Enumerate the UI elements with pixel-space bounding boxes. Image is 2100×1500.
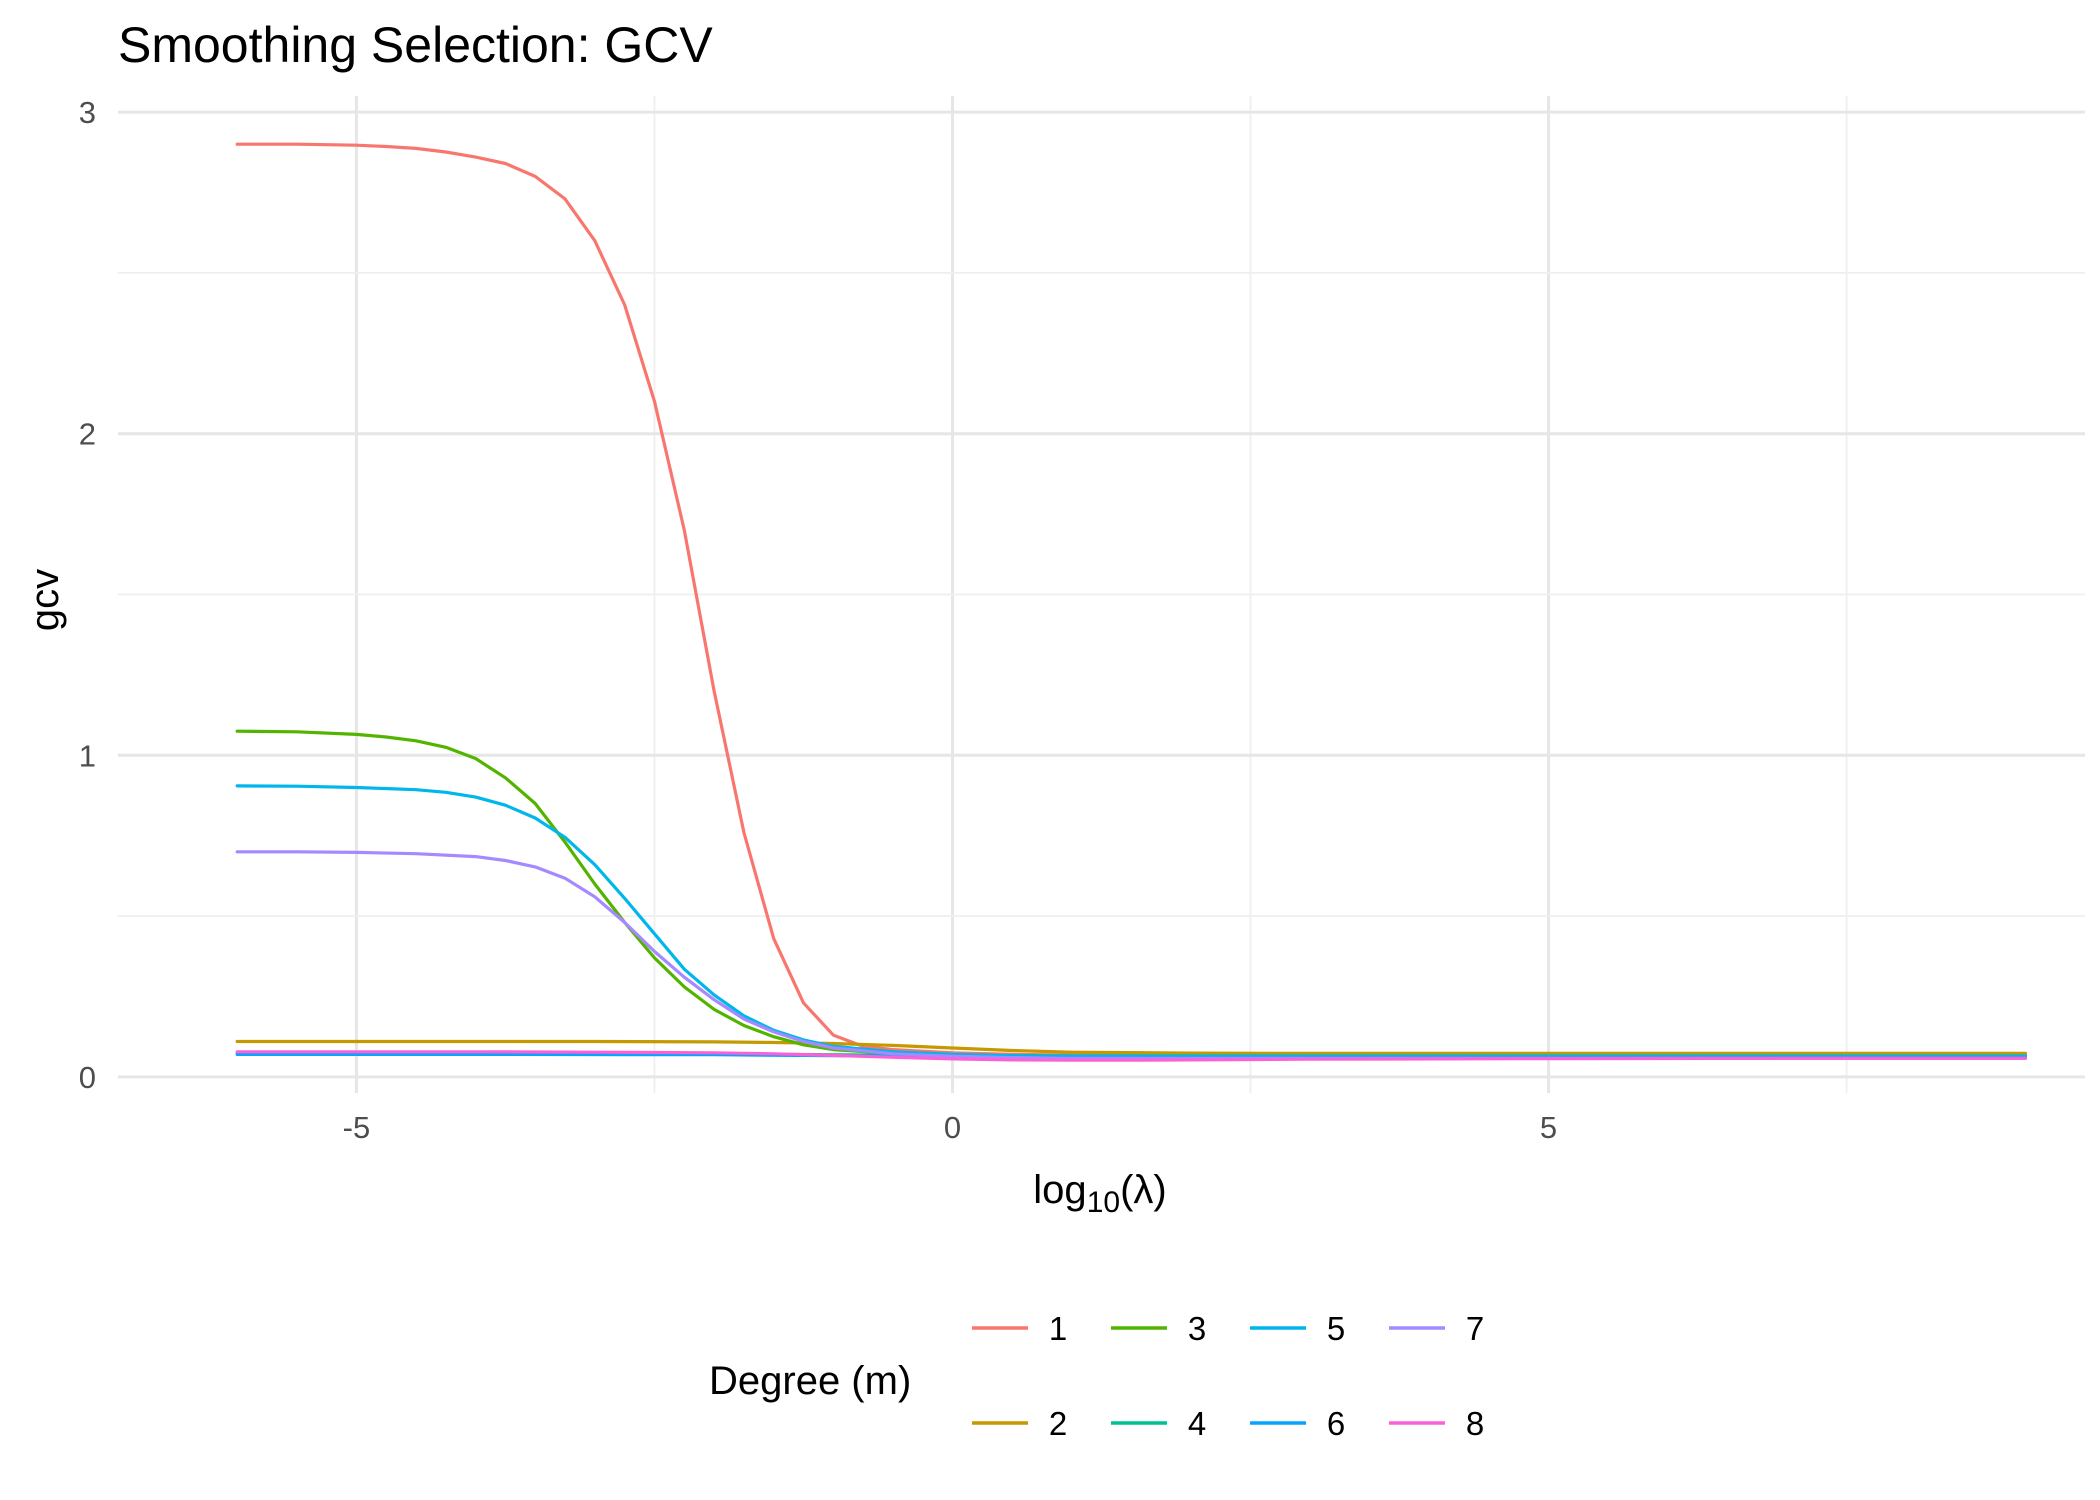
x-tick-label: 5 bbox=[1540, 1110, 1557, 1145]
legend-title: Degree (m) bbox=[709, 1359, 911, 1403]
y-tick-label: 1 bbox=[79, 738, 96, 773]
series-line-8 bbox=[235, 1050, 2028, 1062]
y-axis-tick-labels: 0 1 2 3 bbox=[79, 95, 96, 1095]
legend-label-4: 4 bbox=[1188, 1405, 1206, 1442]
x-tick-label: -5 bbox=[343, 1110, 371, 1145]
x-axis-title-argument: (λ) bbox=[1120, 1168, 1167, 1212]
series-line-7 bbox=[235, 850, 2028, 1060]
legend-label-8: 8 bbox=[1466, 1405, 1484, 1442]
x-axis-title: log10(λ) bbox=[1033, 1168, 1166, 1219]
legend-label-3: 3 bbox=[1188, 1310, 1206, 1347]
legend-label-1: 1 bbox=[1049, 1310, 1067, 1347]
y-tick-label: 3 bbox=[79, 95, 96, 130]
x-tick-label: 0 bbox=[944, 1110, 961, 1145]
legend-label-6: 6 bbox=[1327, 1405, 1345, 1442]
series-lines bbox=[235, 142, 2028, 1062]
x-axis-title-main: log bbox=[1033, 1168, 1086, 1212]
gridlines bbox=[118, 96, 2085, 1093]
legend-label-5: 5 bbox=[1327, 1310, 1345, 1347]
legend: 1 2 3 4 5 6 7 8 bbox=[972, 1310, 1484, 1442]
x-axis-tick-labels: -5 0 5 bbox=[343, 1110, 1558, 1145]
chart-title: Smoothing Selection: GCV bbox=[118, 17, 713, 73]
legend-label-7: 7 bbox=[1466, 1310, 1484, 1347]
legend-label-2: 2 bbox=[1049, 1405, 1067, 1442]
x-axis-title-subscript: 10 bbox=[1087, 1186, 1120, 1219]
series-line-2 bbox=[235, 1039, 2028, 1056]
y-axis-title: gcv bbox=[23, 569, 67, 631]
y-tick-label: 0 bbox=[79, 1060, 96, 1095]
y-tick-label: 2 bbox=[79, 417, 96, 452]
